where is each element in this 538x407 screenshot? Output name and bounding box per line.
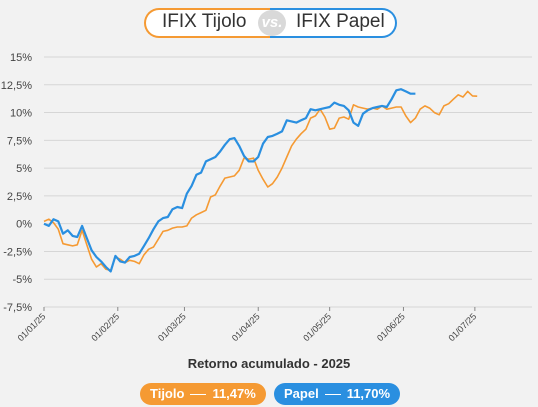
- y-tick-label: 15%: [10, 52, 32, 64]
- series-line-tijolo: [43, 90, 478, 272]
- legend-papel: Papel 11,70%: [274, 383, 401, 405]
- y-tick-label: 2,5%: [7, 191, 32, 203]
- y-tick-label: 12,5%: [1, 80, 32, 92]
- x-tick-label: 01/04/25: [230, 311, 262, 343]
- y-tick-label: -2,5%: [3, 246, 32, 258]
- chart-title-pill: IFIX Tijolo vs. IFIX Papel: [144, 8, 397, 38]
- legend-separator: [324, 394, 341, 396]
- y-tick-label: -7,5%: [3, 302, 32, 314]
- legend-separator: [190, 394, 207, 396]
- y-tick-label: 10%: [10, 108, 32, 120]
- legend-papel-label: Papel: [284, 386, 319, 401]
- legend-tijolo: Tijolo 11,47%: [140, 383, 266, 405]
- x-tick-label: 01/02/25: [89, 311, 121, 343]
- legend-tijolo-label: Tijolo: [150, 386, 185, 401]
- chart-grid: [44, 56, 532, 308]
- chart-subtitle: Retorno acumulado - 2025: [187, 356, 351, 371]
- x-tick-label: 01/01/25: [16, 311, 48, 343]
- y-tick-label: 5%: [16, 163, 32, 175]
- x-tick-label: 01/06/25: [375, 311, 407, 343]
- legend-papel-value: 11,70%: [346, 386, 391, 401]
- title-left-segment: [144, 8, 274, 38]
- y-tick-label: 7,5%: [7, 135, 32, 147]
- y-axis: -7,5% -5% -2,5% 0% 2,5% 5% 7,5% 10% 12,5% 15%: [1, 52, 32, 314]
- title-right-segment: [270, 8, 397, 38]
- y-tick-label: -5%: [12, 274, 32, 286]
- series-line-papel: [43, 88, 416, 273]
- x-tick-label: 01/05/25: [301, 311, 333, 343]
- chart-lines: [43, 88, 478, 273]
- y-tick-label: 0%: [16, 219, 32, 231]
- legend-tijolo-value: 11,47%: [212, 386, 256, 401]
- line-chart: -7,5% -5% -2,5% 0% 2,5% 5% 7,5% 10% 12,5% 15% 01/…: [1, 52, 532, 343]
- vs-badge: vs.: [258, 10, 286, 36]
- x-tick-label: 01/03/25: [156, 311, 188, 343]
- title-papel: IFIX Papel: [296, 11, 385, 32]
- title-tijolo: IFIX Tijolo: [162, 11, 247, 32]
- x-tick-label: 01/07/25: [446, 311, 478, 343]
- x-axis: 01/01/25 01/02/25 01/03/25 01/04/25 01/05/25…: [16, 307, 478, 343]
